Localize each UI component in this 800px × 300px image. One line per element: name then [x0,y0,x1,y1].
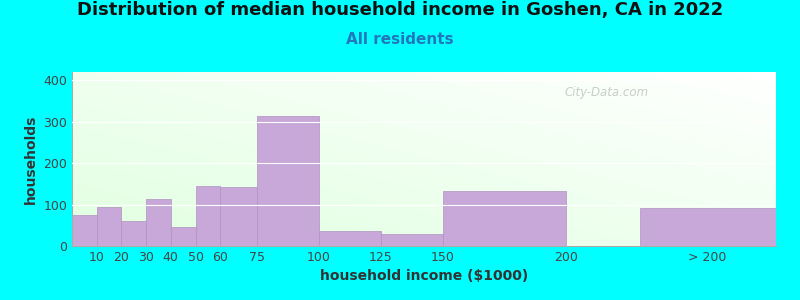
Bar [258,116,319,246]
Text: Distribution of median household income in Goshen, CA in 2022: Distribution of median household income … [77,2,723,20]
Bar [171,227,195,246]
Text: City-Data.com: City-Data.com [565,86,649,99]
Text: All residents: All residents [346,32,454,46]
Bar [72,215,97,246]
Bar [195,186,220,246]
Bar [442,191,566,246]
Bar [122,221,146,246]
Bar [97,207,122,246]
Bar [381,234,442,246]
Bar [220,187,258,246]
Bar [640,208,776,246]
Y-axis label: households: households [24,114,38,204]
Bar [146,199,171,246]
X-axis label: household income ($1000): household income ($1000) [320,269,528,284]
Bar [319,231,381,246]
